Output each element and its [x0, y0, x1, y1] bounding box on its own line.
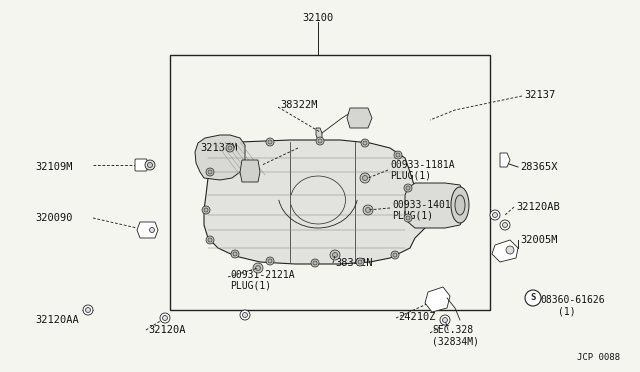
Text: 00931-2121A: 00931-2121A [230, 270, 294, 280]
Text: 38342N: 38342N [335, 258, 372, 268]
Circle shape [506, 246, 514, 254]
FancyBboxPatch shape [135, 159, 147, 171]
Circle shape [490, 210, 500, 220]
Circle shape [525, 290, 541, 306]
Polygon shape [492, 240, 518, 262]
Circle shape [266, 138, 274, 146]
Text: PLUG(1): PLUG(1) [390, 171, 431, 181]
Text: JCP 0088: JCP 0088 [577, 353, 620, 362]
Circle shape [361, 139, 369, 147]
Circle shape [202, 206, 210, 214]
Circle shape [240, 310, 250, 320]
Circle shape [268, 259, 272, 263]
Text: PLUG(1): PLUG(1) [392, 211, 433, 221]
Circle shape [255, 266, 260, 270]
Circle shape [391, 251, 399, 259]
Text: 00933-1181A: 00933-1181A [390, 160, 454, 170]
Text: (32834M): (32834M) [432, 336, 479, 346]
Circle shape [228, 146, 232, 150]
Circle shape [206, 168, 214, 176]
Text: 24210Z: 24210Z [398, 312, 435, 322]
Circle shape [313, 261, 317, 265]
Polygon shape [347, 108, 372, 128]
Ellipse shape [451, 187, 469, 223]
Circle shape [333, 253, 337, 257]
Polygon shape [316, 128, 322, 140]
Circle shape [204, 208, 208, 212]
Text: SEC.328: SEC.328 [432, 325, 473, 335]
Circle shape [83, 305, 93, 315]
Text: S: S [531, 294, 536, 302]
Circle shape [393, 253, 397, 257]
Circle shape [363, 141, 367, 145]
Circle shape [231, 250, 239, 258]
Circle shape [163, 315, 168, 321]
Polygon shape [425, 287, 450, 312]
Circle shape [147, 225, 157, 235]
Circle shape [206, 236, 214, 244]
Text: 28365X: 28365X [520, 162, 557, 172]
Circle shape [145, 160, 155, 170]
Text: 32100: 32100 [302, 13, 333, 23]
Text: (1): (1) [558, 306, 575, 316]
Circle shape [147, 163, 152, 167]
Circle shape [362, 176, 367, 180]
Text: 32120AA: 32120AA [35, 315, 79, 325]
Ellipse shape [455, 195, 465, 215]
Text: 320090: 320090 [35, 213, 72, 223]
Circle shape [363, 205, 373, 215]
Circle shape [404, 214, 412, 222]
Circle shape [243, 312, 248, 317]
Text: 32109M: 32109M [35, 162, 72, 172]
Text: 32005M: 32005M [520, 235, 557, 245]
Circle shape [396, 153, 400, 157]
Text: 00933-1401A: 00933-1401A [392, 200, 456, 210]
Circle shape [316, 137, 324, 145]
Circle shape [442, 317, 447, 323]
Text: 32120AB: 32120AB [516, 202, 560, 212]
Polygon shape [195, 135, 245, 180]
Circle shape [500, 220, 510, 230]
Circle shape [266, 257, 274, 265]
Bar [170, 55, 490, 310]
Circle shape [330, 250, 340, 260]
Text: 08360-61626: 08360-61626 [540, 295, 605, 305]
Text: 32137M: 32137M [200, 143, 237, 153]
Circle shape [440, 315, 450, 325]
Circle shape [493, 212, 497, 218]
Circle shape [208, 238, 212, 242]
Text: 32137: 32137 [524, 90, 556, 100]
Circle shape [318, 139, 322, 143]
Circle shape [233, 252, 237, 256]
Circle shape [360, 173, 370, 183]
Text: 38322M: 38322M [280, 100, 317, 110]
Circle shape [404, 184, 412, 192]
Circle shape [268, 140, 272, 144]
Circle shape [226, 144, 234, 152]
Circle shape [253, 263, 263, 273]
Circle shape [406, 216, 410, 220]
Circle shape [160, 313, 170, 323]
Circle shape [208, 170, 212, 174]
Circle shape [394, 151, 402, 159]
Circle shape [86, 308, 90, 312]
Polygon shape [405, 183, 465, 228]
Circle shape [311, 259, 319, 267]
Circle shape [150, 228, 154, 232]
Circle shape [356, 258, 364, 266]
Polygon shape [240, 160, 260, 182]
Polygon shape [500, 153, 510, 167]
Circle shape [358, 260, 362, 264]
Circle shape [502, 222, 508, 228]
Polygon shape [204, 140, 430, 264]
Circle shape [365, 208, 371, 212]
Polygon shape [137, 222, 158, 238]
Circle shape [406, 186, 410, 190]
Text: 32120A: 32120A [148, 325, 186, 335]
Text: PLUG(1): PLUG(1) [230, 281, 271, 291]
